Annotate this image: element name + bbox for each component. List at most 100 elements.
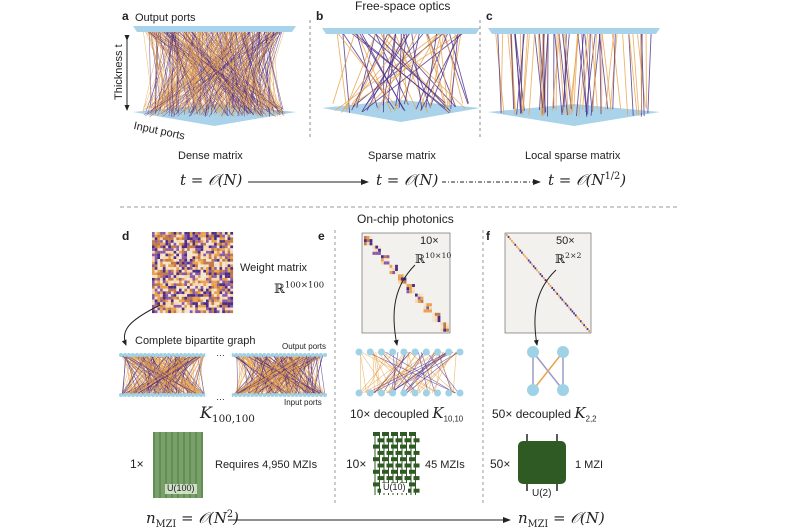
matrix-cell bbox=[208, 264, 212, 268]
matrix-cell bbox=[170, 291, 174, 295]
node bbox=[411, 348, 419, 356]
matrix-cell bbox=[165, 240, 169, 243]
matrix-cell bbox=[230, 272, 234, 276]
matrix-cell bbox=[208, 267, 212, 270]
matrix-cell bbox=[197, 261, 201, 265]
matrix-cell bbox=[197, 307, 201, 311]
matrix-cell bbox=[160, 272, 163, 276]
matrix-cell bbox=[372, 248, 376, 252]
matrix-cell bbox=[184, 275, 188, 278]
matrix-cell bbox=[224, 261, 228, 265]
matrix-cell bbox=[211, 288, 215, 292]
edge bbox=[362, 351, 442, 394]
node bbox=[286, 353, 291, 357]
node bbox=[159, 353, 163, 357]
matrix-cell bbox=[157, 256, 161, 260]
matrix-cell bbox=[222, 307, 225, 311]
matrix-cell bbox=[224, 237, 228, 241]
matrix-cell bbox=[157, 302, 161, 305]
connection bbox=[178, 29, 246, 110]
edge bbox=[420, 351, 436, 394]
matrix-cell bbox=[179, 267, 182, 270]
matrix-cell bbox=[197, 269, 201, 273]
edge bbox=[196, 354, 204, 396]
matrix-cell bbox=[162, 250, 166, 254]
connection bbox=[555, 31, 558, 111]
matrix-cell bbox=[403, 277, 407, 281]
mzi-cell bbox=[404, 476, 411, 481]
matrix-cell bbox=[200, 272, 204, 276]
edge bbox=[426, 351, 459, 394]
edge bbox=[319, 354, 326, 396]
matrix-cell bbox=[157, 288, 161, 292]
matrix-cell bbox=[184, 310, 188, 314]
matrix-cell bbox=[230, 253, 234, 257]
matrix-cell bbox=[224, 304, 228, 308]
matrix-cell bbox=[214, 261, 217, 265]
node bbox=[422, 389, 430, 397]
matrix-cell bbox=[173, 237, 177, 241]
matrix-cell bbox=[211, 261, 215, 265]
matrix-cell bbox=[200, 232, 204, 235]
edge bbox=[392, 351, 425, 394]
matrix-cell bbox=[168, 310, 171, 314]
matrix-cell bbox=[197, 299, 201, 303]
matrix-cell bbox=[208, 291, 212, 295]
edge bbox=[233, 354, 270, 396]
matrix-cell bbox=[170, 245, 174, 249]
matrix-cell bbox=[197, 283, 201, 287]
matrix-cell bbox=[170, 232, 174, 235]
edge bbox=[170, 354, 173, 396]
matrix-cell bbox=[165, 264, 169, 268]
mzi-cell bbox=[409, 457, 415, 462]
edge bbox=[158, 354, 172, 396]
matrix-cell bbox=[165, 296, 169, 300]
matrix-cell bbox=[152, 250, 155, 254]
matrix-cell bbox=[200, 302, 204, 305]
matrix-cell bbox=[168, 264, 171, 268]
matrix-cell bbox=[170, 294, 174, 297]
matrix-cell bbox=[222, 240, 225, 243]
matrix-cell bbox=[160, 264, 163, 268]
matrix-cell bbox=[189, 275, 193, 278]
matrix-cell bbox=[197, 304, 201, 308]
matrix-cell bbox=[160, 256, 163, 260]
edge bbox=[236, 354, 239, 396]
connection bbox=[145, 29, 175, 108]
matrix-cell bbox=[192, 234, 196, 238]
matrix-cell bbox=[192, 253, 196, 257]
mzi-u2 bbox=[518, 434, 566, 491]
matrix-cell bbox=[170, 234, 174, 238]
matrix-cell bbox=[432, 312, 435, 316]
mzi-cell bbox=[377, 463, 384, 468]
matrix-cell bbox=[189, 304, 193, 308]
matrix-cell bbox=[200, 304, 204, 308]
matrix-cell bbox=[152, 277, 155, 281]
matrix-cell bbox=[224, 234, 228, 238]
matrix-cell bbox=[230, 240, 234, 243]
connection bbox=[547, 31, 549, 117]
matrix-cell bbox=[165, 288, 169, 292]
edge bbox=[129, 354, 149, 396]
node bbox=[290, 353, 295, 357]
matrix-cell bbox=[531, 263, 533, 266]
matrix-cell bbox=[173, 272, 177, 276]
matrix-cell bbox=[203, 310, 207, 314]
matrix-cell bbox=[558, 294, 560, 297]
matrix-cell bbox=[184, 280, 188, 284]
connection bbox=[224, 29, 284, 108]
node bbox=[411, 389, 419, 397]
connection bbox=[227, 29, 276, 116]
node bbox=[262, 353, 267, 357]
matrix-cell bbox=[208, 261, 212, 265]
matrix-cell bbox=[154, 250, 158, 254]
matrix-cell bbox=[170, 259, 174, 262]
matrix-cell bbox=[176, 267, 180, 270]
matrix-cell bbox=[507, 235, 510, 238]
matrix-cell bbox=[216, 275, 220, 278]
node bbox=[238, 393, 243, 397]
matrix-cell bbox=[206, 294, 209, 297]
matrix-cell bbox=[429, 303, 432, 307]
matrix-cell bbox=[173, 288, 177, 292]
matrix-cell bbox=[170, 304, 174, 308]
